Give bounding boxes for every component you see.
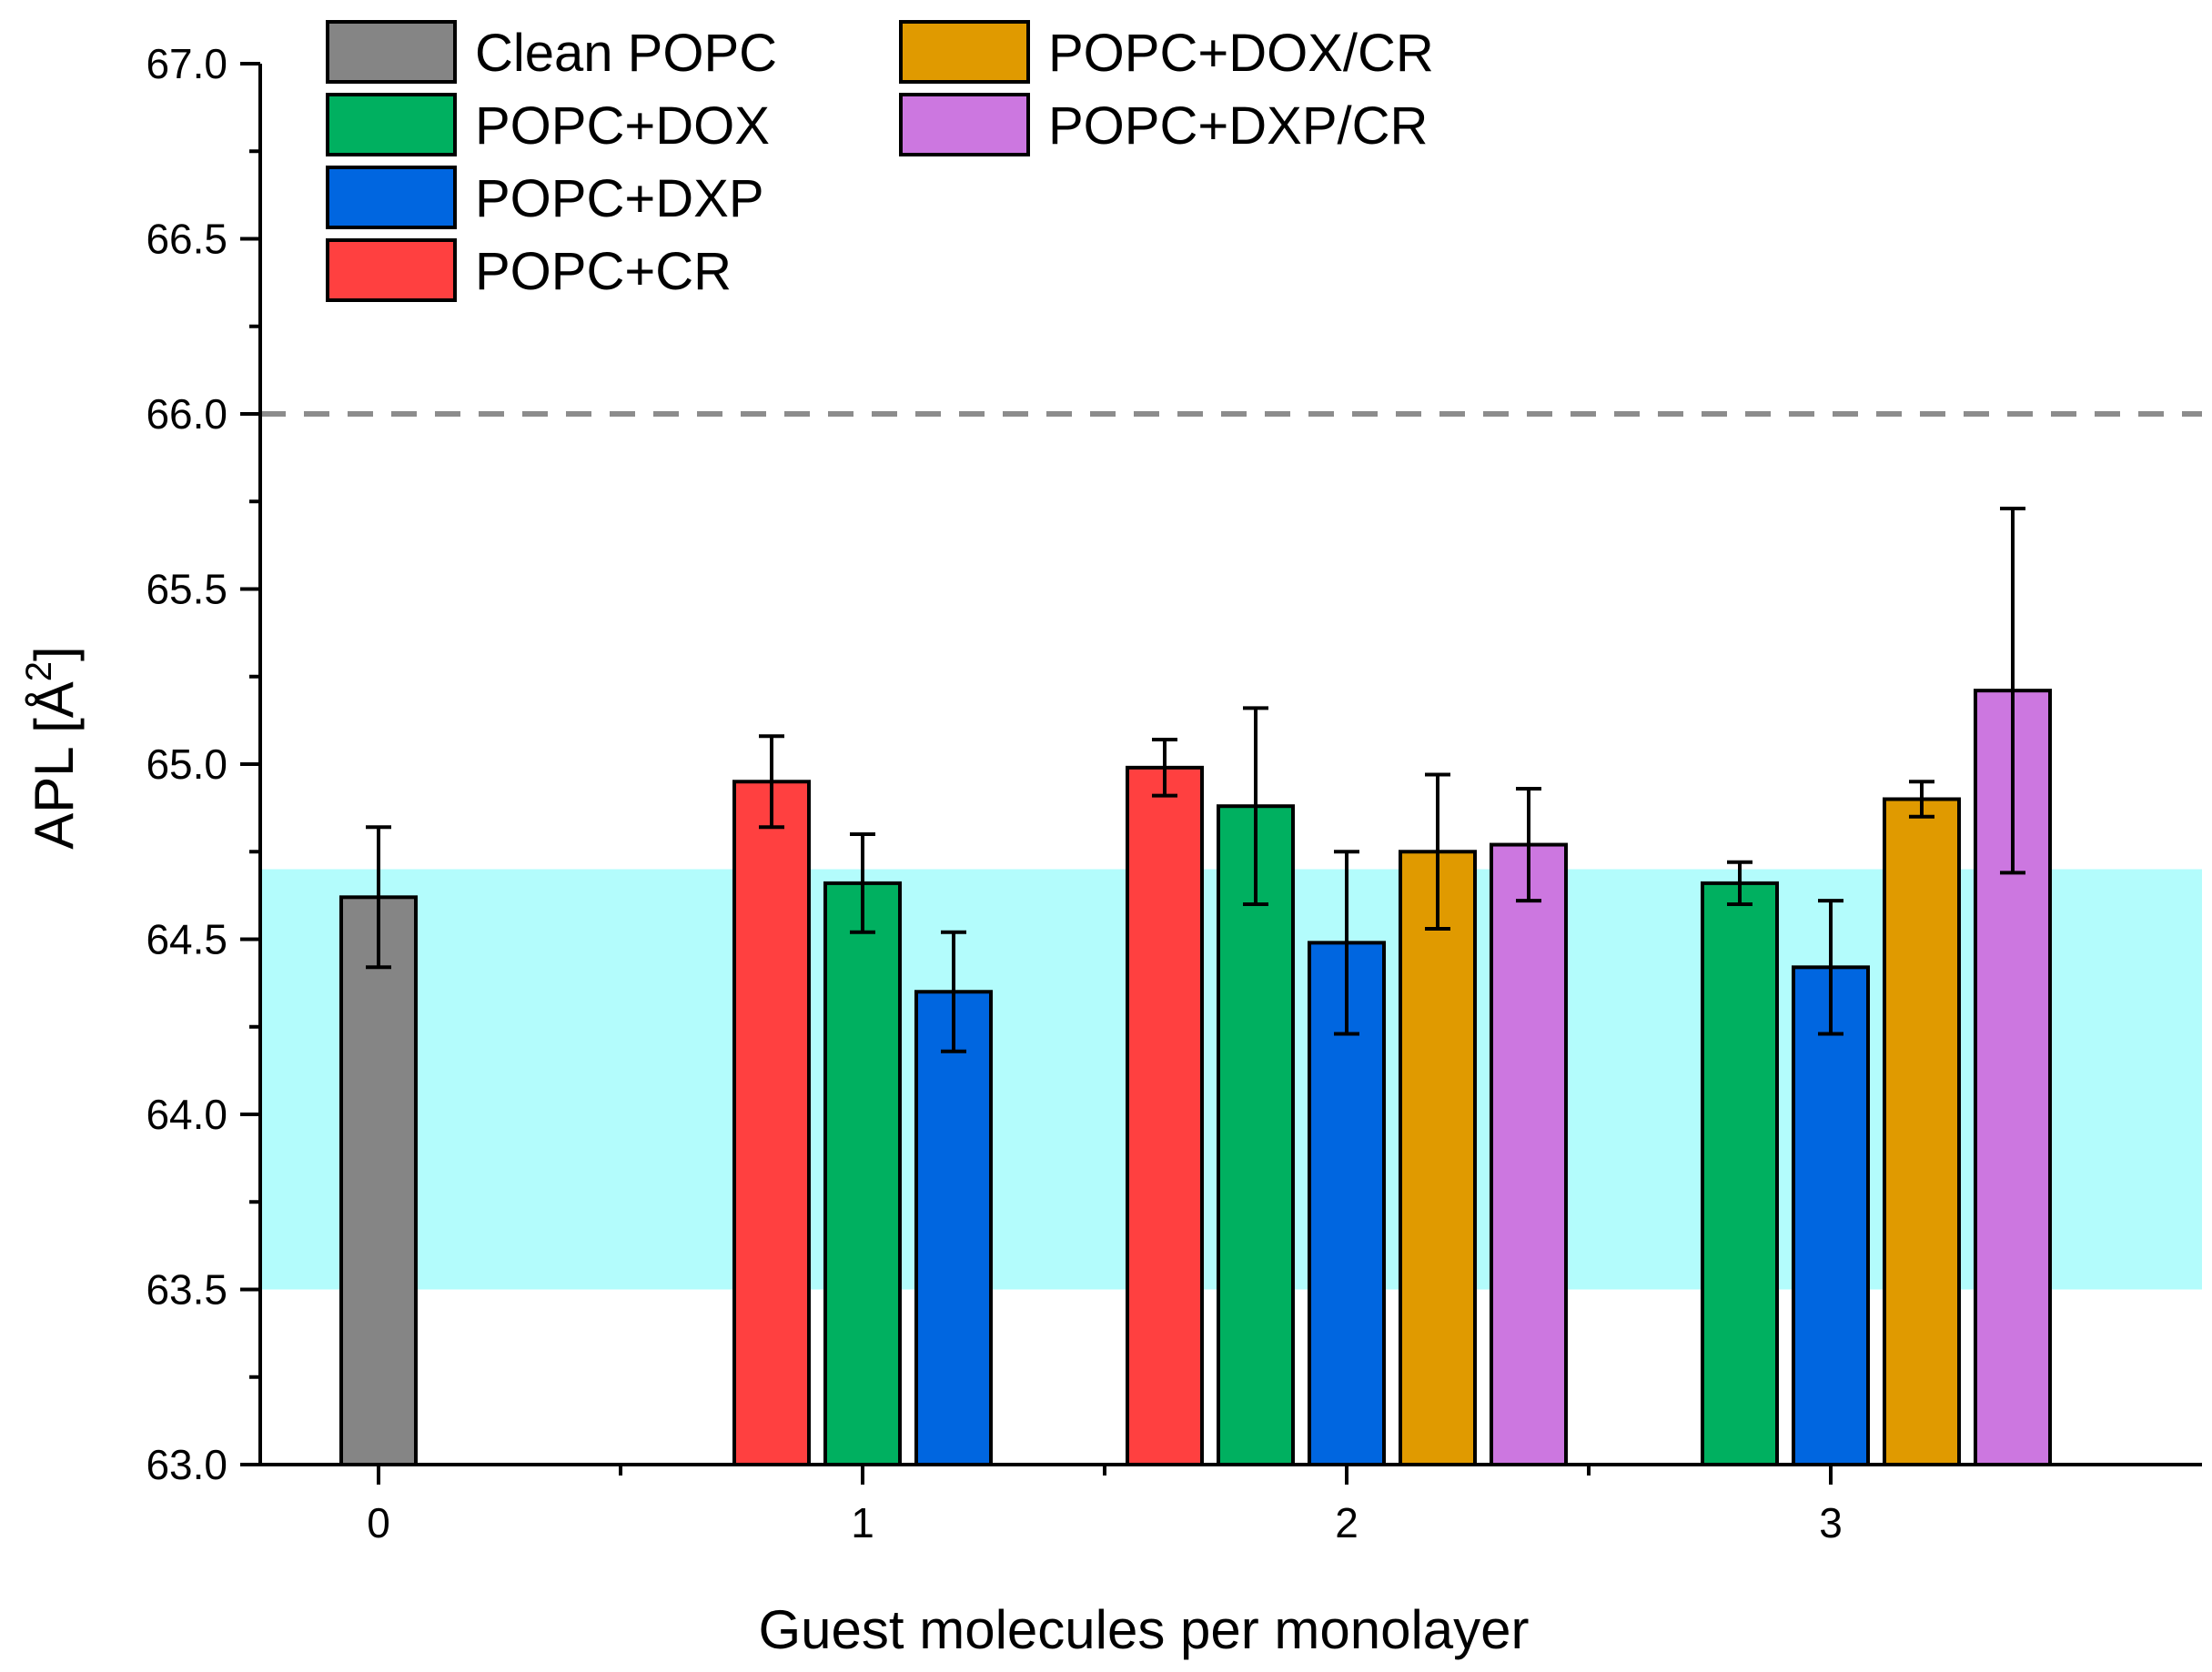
bar-popc-dxp-x3 bbox=[1792, 965, 1870, 1467]
bar-popc-dox-cr-x3 bbox=[1883, 797, 1961, 1466]
error-bar-popc-dxp-x2 bbox=[1334, 850, 1359, 1036]
y-tick-label: 63.5 bbox=[146, 1266, 227, 1314]
bar-popc-dxp-cr-x2 bbox=[1490, 842, 1568, 1466]
legend-swatch bbox=[326, 166, 457, 229]
x-tick-label: 0 bbox=[367, 1499, 390, 1546]
y-tick-label: 67.0 bbox=[146, 40, 227, 87]
y-tick-label: 66.5 bbox=[146, 216, 227, 263]
bar-popc-dox-cr-x2 bbox=[1399, 850, 1477, 1466]
y-tick-label: 63.0 bbox=[146, 1441, 227, 1488]
legend-item-clean-popc: Clean POPC bbox=[326, 20, 777, 84]
bar-clean-popc-x0 bbox=[339, 895, 418, 1466]
bar-popc-cr-x2 bbox=[1126, 765, 1204, 1466]
legend-label: POPC+DXP/CR bbox=[1048, 96, 1428, 156]
y-tick-label: 65.5 bbox=[146, 566, 227, 613]
legend-swatch bbox=[899, 20, 1030, 84]
legend-label: Clean POPC bbox=[475, 24, 777, 83]
error-bar-popc-cr-x1 bbox=[759, 734, 784, 830]
legend-item-popc-dox-cr: POPC+DOX/CR bbox=[899, 20, 1434, 84]
x-axis-title: Guest molecules per monolayer bbox=[758, 1599, 1529, 1660]
x-tick-label: 3 bbox=[1819, 1499, 1843, 1546]
legend-swatch bbox=[899, 93, 1030, 156]
error-bar-popc-dox-x2 bbox=[1243, 706, 1268, 906]
legend: Clean POPC POPC+DOX POPC+DXP POPC+CR POPC+DO… bbox=[326, 20, 1434, 302]
legend-label: POPC+DXP bbox=[475, 169, 764, 228]
error-bar-popc-dxp-cr-x3 bbox=[2000, 506, 2025, 875]
y-axis-title-superscript: 2 bbox=[19, 661, 59, 681]
axes-layer: 63.0 63.5 64.0 64.5 65.0 65.5 66.0 66.5 67.0 0 1 2 3 bbox=[146, 40, 2202, 1546]
bar-popc-dox-x1 bbox=[823, 881, 902, 1466]
bar-popc-dox-x3 bbox=[1701, 881, 1779, 1466]
error-bar-popc-dox-cr-x3 bbox=[1909, 780, 1934, 819]
legend-label: POPC+DOX bbox=[475, 96, 770, 156]
legend-item-popc-dxp: POPC+DXP bbox=[326, 166, 764, 229]
y-axis-title-close: ] bbox=[24, 646, 85, 661]
y-tick-label: 64.5 bbox=[146, 916, 227, 963]
legend-swatch bbox=[326, 20, 457, 84]
error-bar-popc-dxp-x1 bbox=[941, 930, 966, 1053]
error-bar-popc-cr-x2 bbox=[1152, 738, 1177, 798]
error-bar-popc-dox-cr-x2 bbox=[1425, 772, 1450, 931]
x-tick-label: 2 bbox=[1335, 1499, 1359, 1546]
legend-item-popc-dox: POPC+DOX bbox=[326, 93, 770, 156]
legend-item-popc-cr: POPC+CR bbox=[326, 238, 732, 302]
legend-label: POPC+DOX/CR bbox=[1048, 24, 1434, 83]
error-bar-popc-dxp-cr-x2 bbox=[1516, 786, 1541, 903]
error-bar-popc-dxp-x3 bbox=[1818, 899, 1843, 1036]
error-bar-popc-dox-x3 bbox=[1727, 860, 1752, 906]
y-tick-label: 65.0 bbox=[146, 740, 227, 788]
y-tick-label: 66.0 bbox=[146, 390, 227, 438]
y-axis-title-main: APL [Å bbox=[24, 681, 85, 850]
x-tick-label: 1 bbox=[851, 1499, 874, 1546]
error-bar-clean-popc-x0 bbox=[366, 825, 391, 970]
bar-popc-dxp-x1 bbox=[914, 990, 993, 1466]
error-bar-popc-dox-x1 bbox=[850, 832, 875, 934]
legend-swatch bbox=[326, 238, 457, 302]
y-axis-title: APL [Å2] bbox=[19, 646, 85, 849]
bar-popc-cr-x1 bbox=[732, 780, 811, 1466]
legend-item-popc-dxp-cr: POPC+DXP/CR bbox=[899, 93, 1428, 156]
y-tick-label: 64.0 bbox=[146, 1091, 227, 1138]
legend-label: POPC+CR bbox=[475, 242, 732, 301]
legend-swatch bbox=[326, 93, 457, 156]
